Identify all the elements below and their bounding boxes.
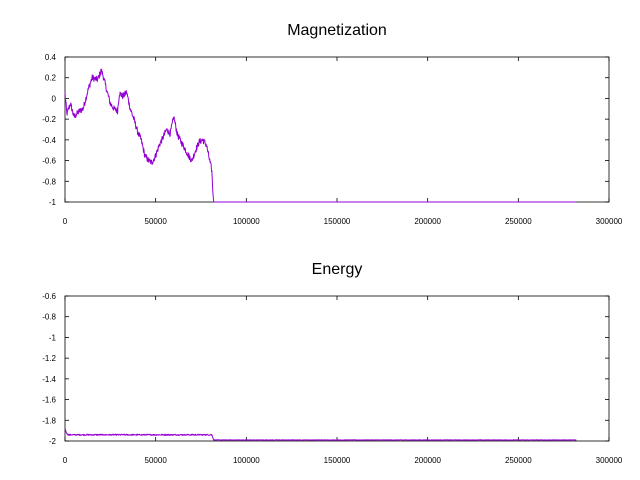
energy-x-tick-label: 250000 <box>505 456 532 465</box>
energy-x-tick-label: 200000 <box>414 456 441 465</box>
magnetization-y-tick-label: 0.4 <box>45 53 57 62</box>
magnetization-y-tick-label: -0.4 <box>42 136 56 145</box>
magnetization-y-tick-label: 0 <box>52 94 57 103</box>
energy-y-tick-label: -1 <box>49 333 57 342</box>
energy-panel: Energy 0 50000 100000 150000 200000 250000 300… <box>42 261 623 465</box>
energy-ticks: 0 50000 100000 150000 200000 250000 300000 -0.6… <box>42 292 623 465</box>
magnetization-title: Magnetization <box>287 22 387 39</box>
energy-x-tick-label: 150000 <box>324 456 351 465</box>
energy-x-tick-label: 50000 <box>145 456 168 465</box>
energy-y-tick-label: -1.2 <box>42 354 56 363</box>
energy-x-tick-label: 100000 <box>233 456 260 465</box>
magnetization-y-tick-label: -0.2 <box>42 115 56 124</box>
magnetization-plot-frame <box>64 56 610 203</box>
energy-y-tick-label: -2 <box>49 437 57 446</box>
magnetization-panel: Magnetization 0 50000 100000 150000 200000 25… <box>42 22 623 226</box>
energy-x-tick-label: 0 <box>63 456 68 465</box>
magnetization-x-tick-label: 150000 <box>324 217 351 226</box>
energy-x-tick-label: 300000 <box>596 456 623 465</box>
magnetization-x-tick-label: 0 <box>63 217 68 226</box>
energy-y-tick-label: -1.6 <box>42 396 56 405</box>
magnetization-y-tick-label: -0.8 <box>42 177 56 186</box>
energy-plot-frame <box>64 295 610 442</box>
magnetization-series-line <box>64 68 577 203</box>
magnetization-x-tick-label: 200000 <box>414 217 441 226</box>
energy-y-tick-label: -1.4 <box>42 375 56 384</box>
energy-y-tick-label: -1.8 <box>42 416 56 425</box>
magnetization-ticks: 0 50000 100000 150000 200000 250000 300000 0.4 0… <box>42 53 623 226</box>
energy-y-tick-label: -0.6 <box>42 292 56 301</box>
magnetization-x-tick-label: 50000 <box>145 217 168 226</box>
energy-title: Energy <box>312 261 363 278</box>
energy-series-line <box>64 428 577 441</box>
magnetization-y-tick-label: 0.2 <box>45 74 57 83</box>
magnetization-x-tick-label: 250000 <box>505 217 532 226</box>
magnetization-x-tick-label: 100000 <box>233 217 260 226</box>
magnetization-y-tick-label: -0.6 <box>42 157 56 166</box>
energy-y-tick-label: -0.8 <box>42 313 56 322</box>
magnetization-x-tick-label: 300000 <box>596 217 623 226</box>
magnetization-y-tick-label: -1 <box>49 198 57 207</box>
